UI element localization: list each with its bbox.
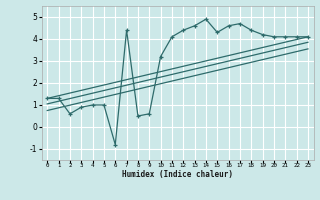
X-axis label: Humidex (Indice chaleur): Humidex (Indice chaleur) [122, 170, 233, 179]
